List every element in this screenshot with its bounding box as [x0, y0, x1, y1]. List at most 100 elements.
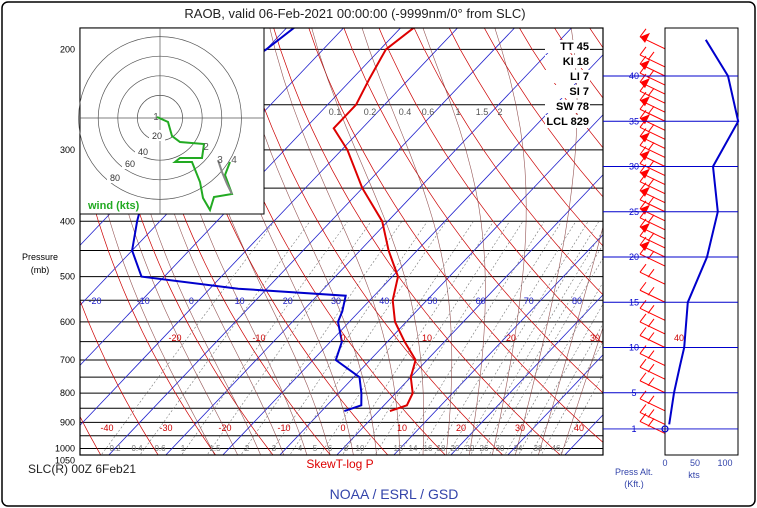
wind-barb-staff: [639, 253, 666, 267]
mixing-ratio-label: 12: [394, 444, 403, 453]
isotherm-line: [222, 54, 603, 455]
isotherm-label: 30: [331, 296, 341, 306]
pressure-tick-label: 600: [60, 317, 75, 327]
dry-adiabat: [343, 28, 603, 394]
hodograph-upper-trace: [217, 159, 233, 195]
pressure-axis-unit: (mb): [31, 265, 50, 275]
isotherm-label: -10: [252, 333, 265, 343]
index-bg: [545, 55, 590, 68]
wind-barb-staff: [639, 321, 666, 335]
wind-barb-feather: [647, 305, 655, 314]
wind-barb-feather: [647, 409, 655, 418]
wind-barb-staff: [639, 366, 666, 380]
kts-tick-label: 50: [690, 458, 700, 468]
mixing-ratio-label: 0.4: [399, 107, 412, 117]
wind-barb-feather: [647, 87, 655, 97]
index-si: SI 7: [569, 86, 589, 98]
hodograph-title: wind (kts): [87, 200, 140, 212]
wind-barb-staff: [639, 90, 666, 104]
index-sw: SW 78: [556, 101, 589, 113]
mixing-ratio-line: [504, 281, 603, 455]
dry-adiabat: [80, 299, 159, 455]
press-alt-label: 20: [629, 252, 639, 262]
pressure-axis-title: Pressure: [22, 252, 58, 262]
wind-barb-feather: [647, 318, 655, 328]
wind-barb-staff: [639, 199, 666, 213]
isotherm-label: -30: [159, 423, 172, 433]
press-alt-label: 1: [631, 424, 636, 434]
pressure-tick-label: 300: [60, 145, 75, 155]
isotherm-label: 30: [515, 423, 525, 433]
moist-adiabat: [560, 326, 603, 455]
isotherm-line: [450, 294, 603, 455]
wind-barb-feather: [639, 390, 647, 400]
mixing-ratio-line: [342, 221, 494, 455]
index-bg: [545, 115, 590, 128]
mixing-ratio-label: 0.2: [364, 107, 377, 117]
chart-title: RAOB, valid 06-Feb-2021 00:00:00 (-9999n…: [184, 6, 525, 21]
speed-profile-box: [664, 27, 739, 456]
dry-adiabat: [378, 28, 603, 345]
mixing-ratio-line: [488, 257, 603, 455]
hodograph-ring-label: 60: [125, 159, 135, 169]
wind-barb-staff: [639, 163, 666, 177]
wind-barb-feather: [639, 358, 647, 368]
wind-barb-feather: [639, 300, 647, 309]
press-alt-label: 35: [629, 116, 639, 126]
pressure-tick-label: 1000: [55, 444, 75, 454]
ring-label-bg: [122, 158, 138, 169]
isotherm-line: [80, 28, 402, 366]
isotherm-label: 10: [235, 296, 245, 306]
wind-barb-pennant: [640, 114, 650, 125]
isotherm-label: 20: [506, 333, 516, 343]
hodograph-ring-label: 80: [110, 173, 120, 183]
isotherm-label: 40: [674, 333, 684, 343]
wind-barb-feather: [647, 232, 655, 242]
wind-barb-pennant: [640, 32, 650, 43]
isotherm-label: 0: [189, 296, 194, 306]
mixing-ratio-line: [289, 221, 447, 455]
mixing-ratio-label: 1: [181, 444, 186, 453]
isotherm-label: 40: [574, 423, 584, 433]
dry-adiabat: [80, 150, 217, 455]
mixing-ratio-line: [479, 244, 603, 455]
mixing-ratio-label: 4: [298, 444, 303, 453]
isotherm-label: 60: [476, 296, 486, 306]
isotherm-label: 10: [422, 333, 432, 343]
pressure-axis: 200 300 400 500 600 700 800 900 1000 1050: [55, 44, 75, 465]
moist-adiabat: [361, 28, 453, 455]
isotherm-label: -40: [100, 423, 113, 433]
pressure-tick-label: 700: [60, 355, 75, 365]
wind-barb-staff: [639, 54, 666, 68]
mixing-ratio-label: 1.5: [476, 107, 489, 117]
plot-border: [79, 27, 604, 456]
mixing-ratio-label: 20: [451, 444, 460, 453]
isotherm-label: 70: [524, 296, 534, 306]
mixing-ratio-line: [100, 221, 275, 455]
wind-barb-staff: [639, 72, 666, 86]
mixing-ratio-line: [240, 221, 403, 455]
mixing-ratio-line: [268, 221, 428, 455]
wind-barb-feather: [647, 178, 655, 187]
dry-adiabat: [80, 415, 102, 455]
hodograph-marker-2: 2: [203, 142, 209, 153]
wind-barb-feather: [647, 377, 655, 387]
hodograph-marker-1: 1: [153, 112, 159, 123]
wind-barb-feather: [647, 418, 655, 427]
mixing-ratio-label: 6: [328, 444, 333, 453]
mixing-ratio-label: 5: [313, 444, 318, 453]
isotherm-label: 40: [379, 296, 389, 306]
wind-barb-feather: [647, 196, 655, 206]
kts-axis-title: kts: [688, 470, 700, 480]
mixing-ratio-label: 16: [424, 444, 433, 453]
isotherm-label: -10: [137, 296, 150, 306]
mixing-ratio-label: 2: [245, 444, 250, 453]
mixing-ratio-line: [139, 221, 311, 455]
press-alt-label: 5: [631, 388, 636, 398]
mixing-ratio-label: 26: [480, 444, 489, 453]
mixing-ratio-label: 34: [514, 444, 523, 453]
press-alt-label: 10: [629, 343, 639, 353]
mixing-ratio-label: 10: [356, 444, 365, 453]
stability-indices: TT 45 KI 18 LI 7 SI 7 SW 78 LCL 829: [545, 40, 590, 128]
hodograph-trace: [156, 116, 234, 213]
